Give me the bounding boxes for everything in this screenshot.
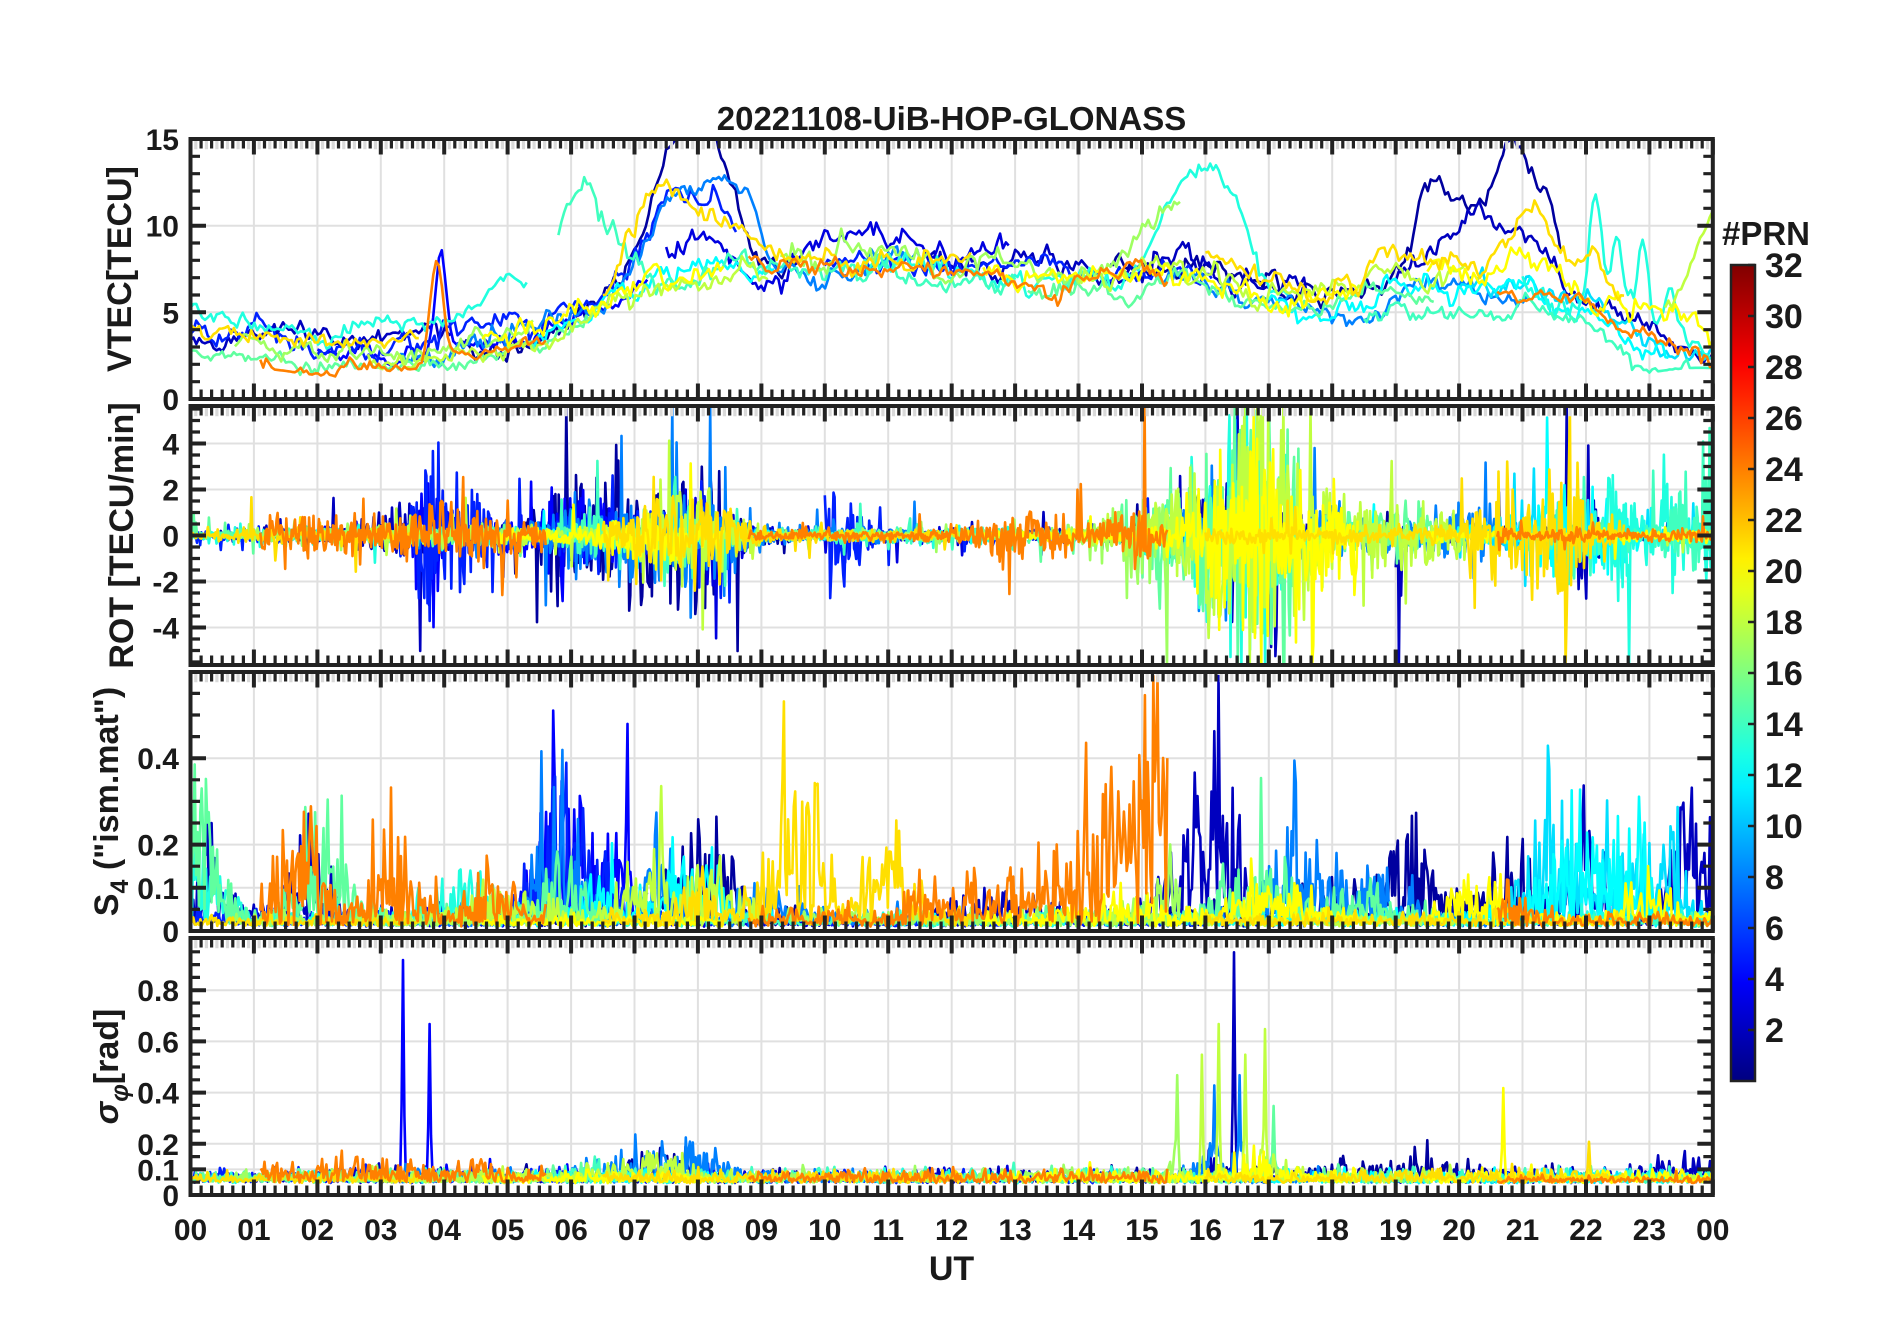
svg-text:0: 0 [162, 384, 179, 417]
svg-text:14: 14 [1765, 706, 1803, 744]
svg-text:-4: -4 [152, 613, 179, 646]
svg-text:10: 10 [146, 211, 179, 244]
svg-text:15: 15 [1125, 1214, 1158, 1247]
svg-text:22: 22 [1765, 502, 1803, 540]
svg-text:13: 13 [998, 1214, 1031, 1247]
svg-text:0: 0 [162, 521, 179, 554]
svg-text:26: 26 [1765, 400, 1803, 438]
svg-text:14: 14 [1062, 1214, 1096, 1247]
svg-text:0.2: 0.2 [137, 830, 179, 863]
svg-text:20221108-UiB-HOP-GLONASS: 20221108-UiB-HOP-GLONASS [717, 100, 1187, 137]
svg-text:VTEC[TECU]: VTEC[TECU] [101, 166, 139, 372]
svg-text:4: 4 [1765, 961, 1784, 999]
svg-text:00: 00 [174, 1214, 207, 1247]
svg-text:28: 28 [1765, 349, 1803, 387]
svg-text:00: 00 [1696, 1214, 1729, 1247]
svg-text:24: 24 [1765, 451, 1803, 489]
svg-text:22: 22 [1569, 1214, 1602, 1247]
svg-text:0.4: 0.4 [137, 743, 179, 776]
svg-text:30: 30 [1765, 298, 1803, 336]
svg-text:23: 23 [1633, 1214, 1666, 1247]
svg-text:10: 10 [1765, 808, 1803, 846]
svg-text:07: 07 [618, 1214, 651, 1247]
svg-text:03: 03 [364, 1214, 397, 1247]
svg-text:21: 21 [1506, 1214, 1539, 1247]
svg-text:0.1: 0.1 [137, 873, 179, 906]
svg-text:05: 05 [491, 1214, 524, 1247]
svg-text:19: 19 [1379, 1214, 1412, 1247]
svg-text:0: 0 [162, 916, 179, 949]
svg-text:0.2: 0.2 [137, 1129, 179, 1162]
svg-text:-2: -2 [152, 567, 179, 600]
svg-text:20: 20 [1442, 1214, 1475, 1247]
svg-text:0.8: 0.8 [137, 975, 179, 1008]
svg-text:2: 2 [1765, 1012, 1784, 1050]
svg-text:06: 06 [554, 1214, 587, 1247]
svg-text:09: 09 [745, 1214, 778, 1247]
svg-text:0.1: 0.1 [137, 1154, 179, 1187]
svg-text:2: 2 [162, 474, 179, 507]
svg-text:01: 01 [237, 1214, 270, 1247]
svg-text:18: 18 [1765, 604, 1803, 642]
svg-text:0.4: 0.4 [137, 1078, 179, 1111]
svg-text:17: 17 [1252, 1214, 1285, 1247]
svg-text:σφ[rad]: σφ[rad] [88, 1009, 134, 1125]
svg-text:20: 20 [1765, 553, 1803, 591]
svg-text:02: 02 [301, 1214, 334, 1247]
svg-text:04: 04 [428, 1214, 462, 1247]
svg-text:18: 18 [1316, 1214, 1349, 1247]
svg-text:8: 8 [1765, 859, 1784, 897]
svg-text:0.6: 0.6 [137, 1026, 179, 1059]
svg-text:15: 15 [146, 124, 179, 157]
svg-text:10: 10 [808, 1214, 841, 1247]
svg-text:08: 08 [681, 1214, 714, 1247]
svg-text:5: 5 [162, 297, 179, 330]
svg-text:ROT [TECU/min]: ROT [TECU/min] [103, 402, 141, 668]
svg-text:4: 4 [162, 428, 179, 461]
svg-text:16: 16 [1765, 655, 1803, 693]
svg-text:0: 0 [162, 1180, 179, 1213]
svg-text:#PRN: #PRN [1722, 215, 1810, 252]
svg-text:12: 12 [935, 1214, 968, 1247]
svg-text:6: 6 [1765, 910, 1784, 948]
svg-text:11: 11 [872, 1214, 904, 1247]
svg-text:12: 12 [1765, 757, 1803, 795]
svg-text:32: 32 [1765, 247, 1803, 285]
svg-text:UT: UT [929, 1250, 975, 1288]
svg-text:16: 16 [1189, 1214, 1222, 1247]
